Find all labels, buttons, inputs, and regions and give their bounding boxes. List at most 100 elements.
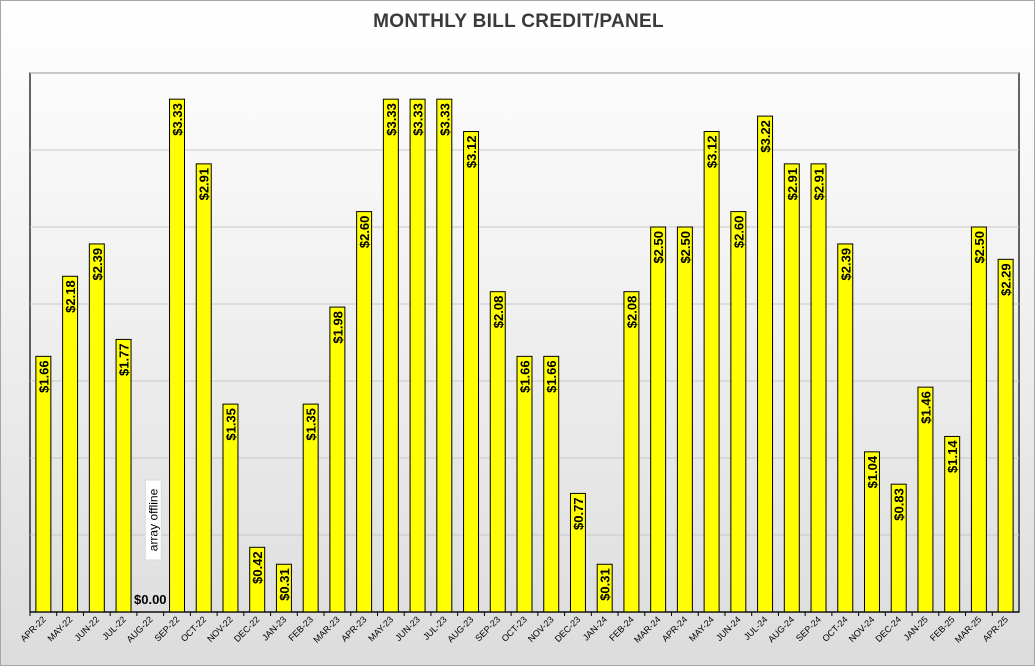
bars — [35, 98, 1014, 613]
x-tick-label: NOV-22 — [205, 614, 235, 644]
bar-oct-24 — [837, 243, 854, 613]
x-tick-label: DEC-22 — [232, 614, 262, 644]
bar-mar-23 — [329, 306, 346, 613]
data-label: $1.46 — [918, 391, 933, 424]
data-label: $0.77 — [571, 497, 586, 530]
data-labels: $1.66 $2.18 $2.39 $1.77 $0.00 $3.33 $2.91 $1.35… — [36, 103, 1013, 607]
x-tick-label: JAN-24 — [581, 614, 609, 642]
bar-jul-24 — [757, 115, 774, 613]
data-label: $2.39 — [838, 248, 853, 281]
x-tick-label: OCT-23 — [500, 614, 529, 643]
annotations: array offline — [144, 479, 162, 561]
bar-apr-24 — [676, 226, 693, 613]
bar-jun-22 — [88, 243, 105, 613]
x-tick-label: DEC-23 — [553, 614, 583, 644]
data-label: $3.33 — [411, 103, 426, 136]
data-label: $0.31 — [598, 568, 613, 601]
data-label: $2.08 — [491, 296, 506, 329]
x-tick-label: APR-22 — [18, 614, 47, 643]
bar-sep-24 — [810, 163, 827, 613]
x-tick-label: OCT-24 — [820, 614, 849, 643]
data-label: $3.33 — [384, 103, 399, 136]
x-tick-label: FEB-23 — [286, 614, 315, 643]
data-label: $2.91 — [812, 168, 827, 201]
x-tick-label: FEB-25 — [928, 614, 957, 643]
bar-feb-24 — [623, 291, 640, 613]
x-tick-label: OCT-22 — [179, 614, 208, 643]
data-label: $3.12 — [464, 136, 479, 169]
data-label: $1.35 — [223, 408, 238, 441]
x-tick-label: AUG-24 — [766, 614, 796, 644]
data-label: $2.50 — [972, 231, 987, 264]
annotation-box — [144, 479, 162, 561]
x-tick-label: MAY-22 — [45, 614, 74, 643]
data-label: $2.08 — [624, 296, 639, 329]
bar-sep-22 — [169, 98, 185, 613]
x-tick-label: NOV-24 — [847, 614, 877, 644]
x-tick-label: APR-23 — [339, 614, 368, 643]
annotation-array-offline: array offline — [146, 488, 160, 551]
bar-jul-22 — [115, 338, 132, 613]
bar-oct-22 — [195, 163, 212, 613]
bar-aug-23 — [463, 131, 480, 613]
data-label: $2.91 — [785, 168, 800, 201]
x-tick-label: FEB-24 — [607, 614, 636, 643]
bar-jul-23 — [436, 98, 453, 613]
data-label: $1.66 — [36, 360, 51, 393]
x-tick-label: JAN-23 — [260, 614, 288, 642]
x-tick-label: MAR-25 — [953, 614, 983, 644]
x-tick-label: JAN-25 — [902, 614, 930, 642]
data-label: $2.50 — [651, 231, 666, 264]
bar-oct-23 — [516, 355, 533, 613]
data-label: $2.39 — [90, 248, 105, 281]
bar-may-22 — [62, 275, 79, 613]
data-label: $1.04 — [865, 455, 880, 488]
data-label: $3.33 — [170, 103, 185, 136]
data-label: $3.12 — [705, 136, 720, 169]
bar-apr-25 — [997, 258, 1014, 613]
data-label: $1.77 — [117, 343, 132, 376]
bar-nov-23 — [543, 355, 560, 613]
x-tick-label: NOV-23 — [526, 614, 556, 644]
bar-mar-25 — [970, 226, 987, 613]
x-tick-label: JUN-23 — [393, 614, 422, 643]
data-label: $2.18 — [63, 280, 78, 313]
data-label: $0.31 — [277, 568, 292, 601]
bar-sep-23 — [489, 291, 506, 613]
x-tick-label: DEC-24 — [873, 614, 903, 644]
bar-mar-24 — [650, 226, 667, 613]
bar-apr-23 — [356, 211, 373, 613]
x-tick-label: SEP-23 — [473, 614, 502, 643]
x-tick-label: AUG-23 — [445, 614, 475, 644]
bar-jun-24 — [730, 211, 747, 613]
x-tick-label: JUN-22 — [73, 614, 102, 643]
data-label: $1.98 — [330, 311, 345, 344]
bar-apr-22 — [35, 355, 52, 613]
x-tick-label: APR-25 — [981, 614, 1010, 643]
x-tick-label: MAY-24 — [687, 614, 716, 643]
x-tick-label: MAY-23 — [366, 614, 395, 643]
x-tick-label: JUN-24 — [714, 614, 743, 643]
data-label: $2.50 — [678, 231, 693, 264]
x-tick-label: MAR-24 — [632, 614, 662, 644]
bar-may-24 — [703, 131, 720, 613]
x-tick-label: MAR-23 — [311, 614, 341, 644]
data-label: $2.29 — [999, 263, 1014, 296]
data-label: $2.91 — [197, 168, 212, 201]
data-label: $0.00 — [134, 592, 167, 607]
data-label: $3.22 — [758, 120, 773, 153]
data-label: $2.60 — [731, 216, 746, 249]
data-label: $1.35 — [304, 408, 319, 441]
x-tick-label: AUG-22 — [125, 614, 155, 644]
x-tick-label: SEP-22 — [152, 614, 181, 643]
x-tick-label: APR-24 — [660, 614, 689, 643]
data-label: $0.42 — [250, 551, 265, 584]
bar-jun-23 — [409, 98, 426, 613]
chart-title: MONTHLY BILL CREDIT/PANEL — [373, 11, 664, 32]
data-label: $1.14 — [945, 440, 960, 473]
data-label: $0.83 — [892, 488, 907, 521]
bar-may-23 — [382, 98, 399, 613]
